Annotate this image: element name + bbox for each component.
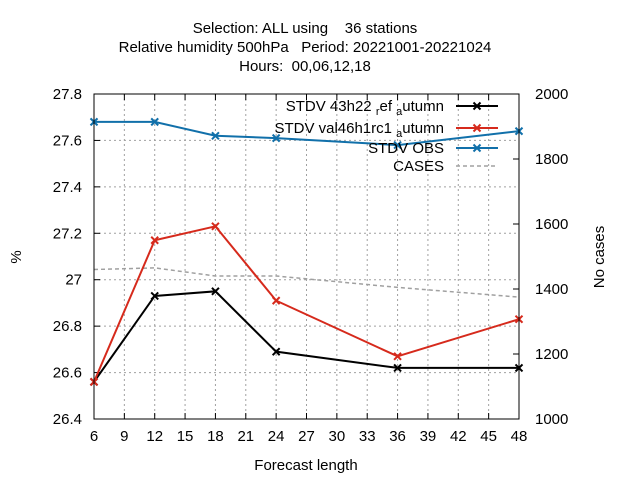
x-tick-label: 18 (207, 428, 224, 445)
y-tick-label: 27.4 (53, 179, 82, 196)
x-tick-label: 12 (146, 428, 163, 445)
y-axis-label: % (8, 250, 25, 263)
plot-frame (93, 93, 520, 420)
y-tick-label: 26.8 (53, 318, 82, 335)
legend-label: STDV OBS (368, 140, 444, 157)
legend-label-part: ef (379, 98, 392, 115)
series-line (93, 225, 520, 383)
legend-label-part: r (376, 106, 380, 118)
title-line-3: Hours: 00,06,12,18 (239, 58, 371, 75)
y-tick-label: 27.2 (53, 225, 82, 242)
data-point (211, 287, 220, 296)
x-tick-label: 42 (450, 428, 467, 445)
data-point (211, 222, 220, 231)
x-tick-label: 15 (177, 428, 194, 445)
legend-label-part: a (396, 106, 403, 118)
grid (94, 94, 519, 419)
series-line (94, 120, 520, 147)
x-tick-label: 39 (420, 428, 437, 445)
data-point (150, 236, 159, 245)
legend-label-part: STDV OBS (368, 140, 444, 157)
x-tick-label: 9 (120, 428, 128, 445)
legend-label: CASES (393, 158, 444, 175)
y2-tick-label: 1600 (535, 216, 568, 233)
x-tick-label: 30 (329, 428, 346, 445)
legend-label-part: CASES (393, 158, 444, 175)
y2-tick-label: 1200 (535, 346, 568, 363)
x-tick-label: 21 (237, 428, 254, 445)
x-tick-label: 36 (389, 428, 406, 445)
legend-entry-1: STDV val46h1rc1 autumn (274, 120, 498, 140)
data-point (271, 347, 281, 356)
legend-marker (472, 143, 482, 153)
title-line-2: Relative humidity 500hPa Period: 2022100… (119, 39, 492, 56)
y2-axis-ticks: 1000 1200 1400 1600 1800 2000 (513, 86, 568, 428)
data-point (393, 352, 402, 361)
series-layer (89, 117, 524, 387)
legend-entry-0: STDV 43h22 ref autumn (286, 98, 498, 118)
data-point (211, 131, 220, 140)
legend-entry-3: CASES (393, 158, 498, 175)
legend-entry-2: STDV OBS (368, 140, 498, 157)
series-line (93, 290, 519, 383)
x-axis-ticks: 6 9 12 15 18 21 24 27 30 33 36 39 42 45 48 (90, 94, 528, 445)
legend-label-part: a (396, 128, 403, 140)
legend-label: STDV val46h1rc1 autumn (274, 120, 444, 140)
chart-title: Selection: ALL using 36 stations Relativ… (119, 20, 492, 75)
y-tick-label: 27.8 (53, 86, 82, 103)
legend-marker (472, 101, 482, 111)
y-axis-ticks: 26.4 26.6 26.8 27 27.2 27.4 27.6 27.8 (53, 86, 100, 428)
data-point (271, 133, 281, 143)
series-1 (89, 222, 524, 387)
legend-label-part: STDV val46h1rc1 (274, 120, 392, 137)
legend-label-part: STDV 43h22 (286, 98, 372, 115)
x-tick-label: 6 (90, 428, 98, 445)
legend-marker (472, 123, 482, 133)
y2-tick-label: 1400 (535, 281, 568, 298)
series-0 (89, 287, 524, 387)
y2-tick-label: 1000 (535, 411, 568, 428)
x-tick-label: 33 (359, 428, 376, 445)
data-point (150, 291, 159, 301)
series-line (93, 267, 520, 298)
data-point (150, 117, 159, 127)
legend-label: STDV 43h22 ref autumn (286, 98, 444, 118)
x-axis-label: Forecast length (254, 457, 357, 474)
x-tick-label: 27 (298, 428, 315, 445)
data-point (271, 296, 281, 305)
series-3 (93, 267, 520, 298)
x-tick-label: 24 (268, 428, 285, 445)
y-tick-label: 27.6 (53, 132, 82, 149)
data-point (393, 140, 402, 150)
y-tick-label: 26.4 (53, 411, 82, 428)
y2-tick-label: 1800 (535, 151, 568, 168)
x-tick-label: 48 (511, 428, 528, 445)
x-tick-label: 45 (480, 428, 497, 445)
title-line-1: Selection: ALL using 36 stations (193, 20, 418, 37)
y-tick-label: 27 (65, 272, 82, 289)
y2-tick-label: 2000 (535, 86, 568, 103)
data-point (393, 363, 402, 373)
y2-axis-label: No cases (591, 226, 608, 289)
legend-label-part: utumn (402, 120, 444, 137)
y-tick-label: 26.6 (53, 365, 82, 382)
legend-label-part: utumn (402, 98, 444, 115)
series-2 (89, 117, 524, 150)
